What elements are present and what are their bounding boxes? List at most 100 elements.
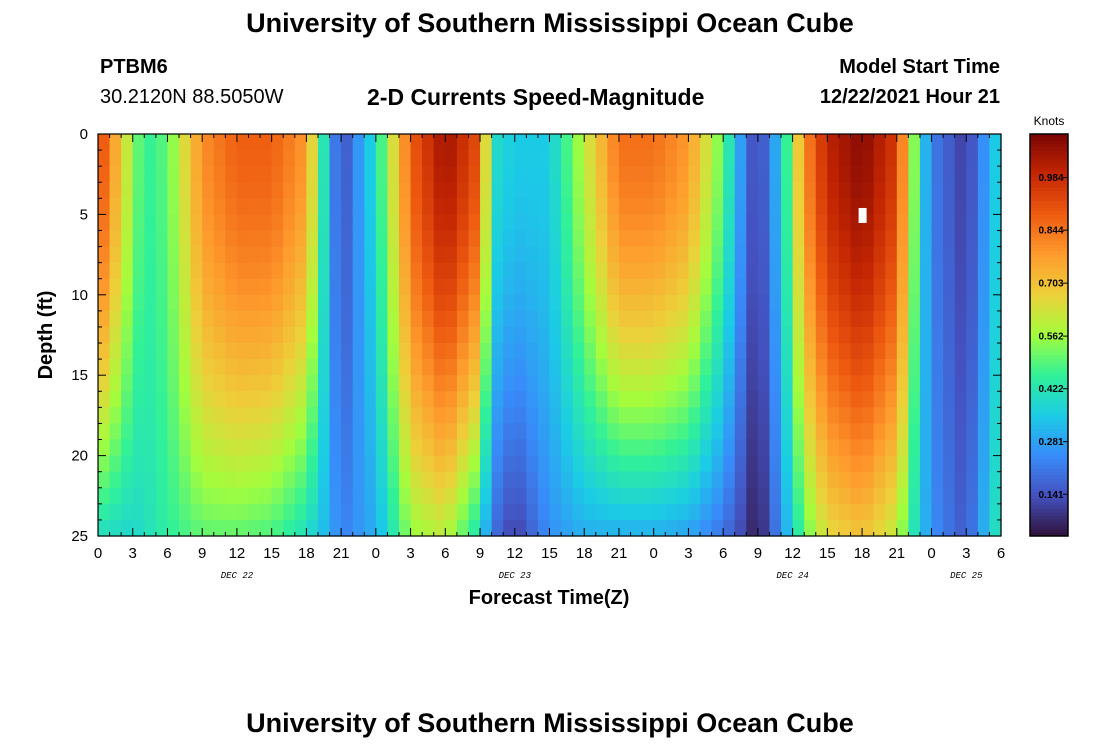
heatmap-cell xyxy=(607,407,620,425)
heatmap-cell xyxy=(526,391,539,408)
heatmap-cell xyxy=(260,407,273,425)
heatmap-cell xyxy=(885,375,898,392)
heatmap-cell xyxy=(862,391,875,408)
heatmap-cell xyxy=(352,150,365,167)
heatmap-cell xyxy=(989,134,1002,151)
heatmap-cell xyxy=(665,423,678,441)
heatmap-cell xyxy=(630,150,643,167)
heatmap-cell xyxy=(827,359,840,376)
heatmap-cell xyxy=(225,471,238,489)
heatmap-cell xyxy=(792,294,805,312)
heatmap-cell xyxy=(399,423,412,441)
heatmap-cell xyxy=(98,214,111,232)
heatmap-cell xyxy=(966,471,979,489)
heatmap-cell xyxy=(121,375,134,392)
heatmap-cell xyxy=(364,359,377,376)
heatmap-cell xyxy=(642,262,655,280)
x-tick-label: 12 xyxy=(229,545,246,562)
heatmap-cell xyxy=(757,134,771,151)
heatmap-cell xyxy=(445,455,458,473)
heatmap-cell xyxy=(468,150,481,167)
heatmap-cell xyxy=(399,278,412,296)
heatmap-cell xyxy=(584,262,597,280)
heatmap-cell xyxy=(966,407,979,425)
heatmap-cell xyxy=(456,294,470,312)
heatmap-cell xyxy=(468,471,481,489)
heatmap-cell xyxy=(676,487,690,505)
heatmap-cell xyxy=(862,375,875,392)
heatmap-cell xyxy=(144,182,157,199)
heatmap-cell xyxy=(352,166,365,183)
heatmap-cell xyxy=(399,294,412,312)
heatmap-cell xyxy=(468,423,481,441)
heatmap-cell xyxy=(827,262,840,280)
heatmap-cell xyxy=(514,519,527,537)
colorbar-segment xyxy=(1030,331,1068,336)
heatmap-cell xyxy=(306,150,319,167)
y-tick-label: 25 xyxy=(71,528,88,545)
heatmap-cell xyxy=(167,294,180,312)
heatmap-cell xyxy=(399,134,412,151)
heatmap-cell xyxy=(561,455,574,473)
heatmap-cell xyxy=(225,214,238,232)
heatmap-cell xyxy=(503,503,516,521)
heatmap-cell xyxy=(711,471,724,489)
heatmap-cell xyxy=(225,310,238,328)
heatmap-cell xyxy=(468,182,481,199)
heatmap-cell xyxy=(225,455,238,473)
heatmap-cell xyxy=(456,166,470,183)
heatmap-cell xyxy=(155,230,169,248)
heatmap-cell xyxy=(213,503,226,521)
heatmap-cells xyxy=(98,134,1002,537)
heatmap-cell xyxy=(167,262,180,280)
colorbar-segment xyxy=(1030,217,1068,222)
colorbar-segment xyxy=(1030,194,1068,199)
heatmap-cell xyxy=(456,134,470,151)
heatmap-cell xyxy=(537,278,551,296)
heatmap-cell xyxy=(572,423,585,441)
heatmap-cell xyxy=(364,310,377,328)
heatmap-cell xyxy=(341,471,354,489)
heatmap-cell xyxy=(873,182,886,199)
heatmap-cell xyxy=(595,246,608,264)
heatmap-cell xyxy=(422,423,435,441)
heatmap-cell xyxy=(329,262,342,280)
heatmap-cell xyxy=(433,262,446,280)
heatmap-cell xyxy=(804,278,817,296)
heatmap-cell xyxy=(827,134,840,151)
heatmap-cell xyxy=(885,134,898,151)
heatmap-cell xyxy=(364,391,377,408)
heatmap-cell xyxy=(236,326,250,344)
heatmap-cell xyxy=(480,230,493,248)
y-tick-label: 5 xyxy=(80,206,88,223)
heatmap-cell xyxy=(630,166,643,183)
colorbar-segment xyxy=(1030,164,1068,168)
heatmap-cell xyxy=(838,278,852,296)
heatmap-cell xyxy=(885,262,898,280)
heatmap-cell xyxy=(445,166,458,183)
heatmap-cell xyxy=(364,487,377,505)
heatmap-cell xyxy=(943,487,956,505)
heatmap-cell xyxy=(456,262,470,280)
heatmap-cell xyxy=(595,166,608,183)
heatmap-cell xyxy=(190,182,203,199)
heatmap-cell xyxy=(723,150,736,167)
x-tick-label: 6 xyxy=(997,545,1005,562)
heatmap-cell xyxy=(549,343,562,360)
colorbar-segment xyxy=(1030,489,1068,493)
heatmap-cell xyxy=(202,343,215,360)
heatmap-cell xyxy=(294,246,307,264)
heatmap-cell xyxy=(549,503,562,521)
heatmap-cell xyxy=(873,198,886,215)
heatmap-cell xyxy=(213,134,226,151)
heatmap-cell xyxy=(283,230,296,248)
heatmap-cell xyxy=(144,278,157,296)
heatmap-cell xyxy=(653,359,666,376)
heatmap-cell xyxy=(167,310,180,328)
heatmap-cell xyxy=(422,166,435,183)
heatmap-cell xyxy=(537,439,551,457)
heatmap-cell xyxy=(815,487,828,505)
heatmap-cell xyxy=(121,230,134,248)
heatmap-cell xyxy=(109,166,122,183)
heatmap-cell xyxy=(827,487,840,505)
